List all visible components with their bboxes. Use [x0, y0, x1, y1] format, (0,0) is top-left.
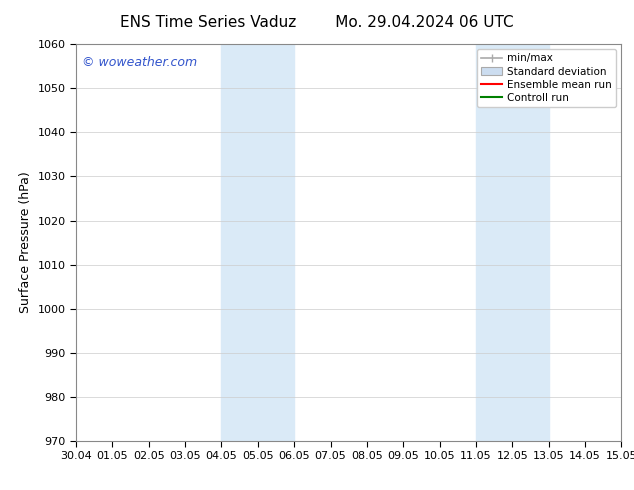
Y-axis label: Surface Pressure (hPa): Surface Pressure (hPa) [19, 172, 32, 314]
Bar [476, 44, 548, 441]
Text: ENS Time Series Vaduz        Mo. 29.04.2024 06 UTC: ENS Time Series Vaduz Mo. 29.04.2024 06 … [120, 15, 514, 30]
Text: © woweather.com: © woweather.com [82, 56, 197, 69]
Bar [221, 44, 294, 441]
Legend: min/max, Standard deviation, Ensemble mean run, Controll run: min/max, Standard deviation, Ensemble me… [477, 49, 616, 107]
